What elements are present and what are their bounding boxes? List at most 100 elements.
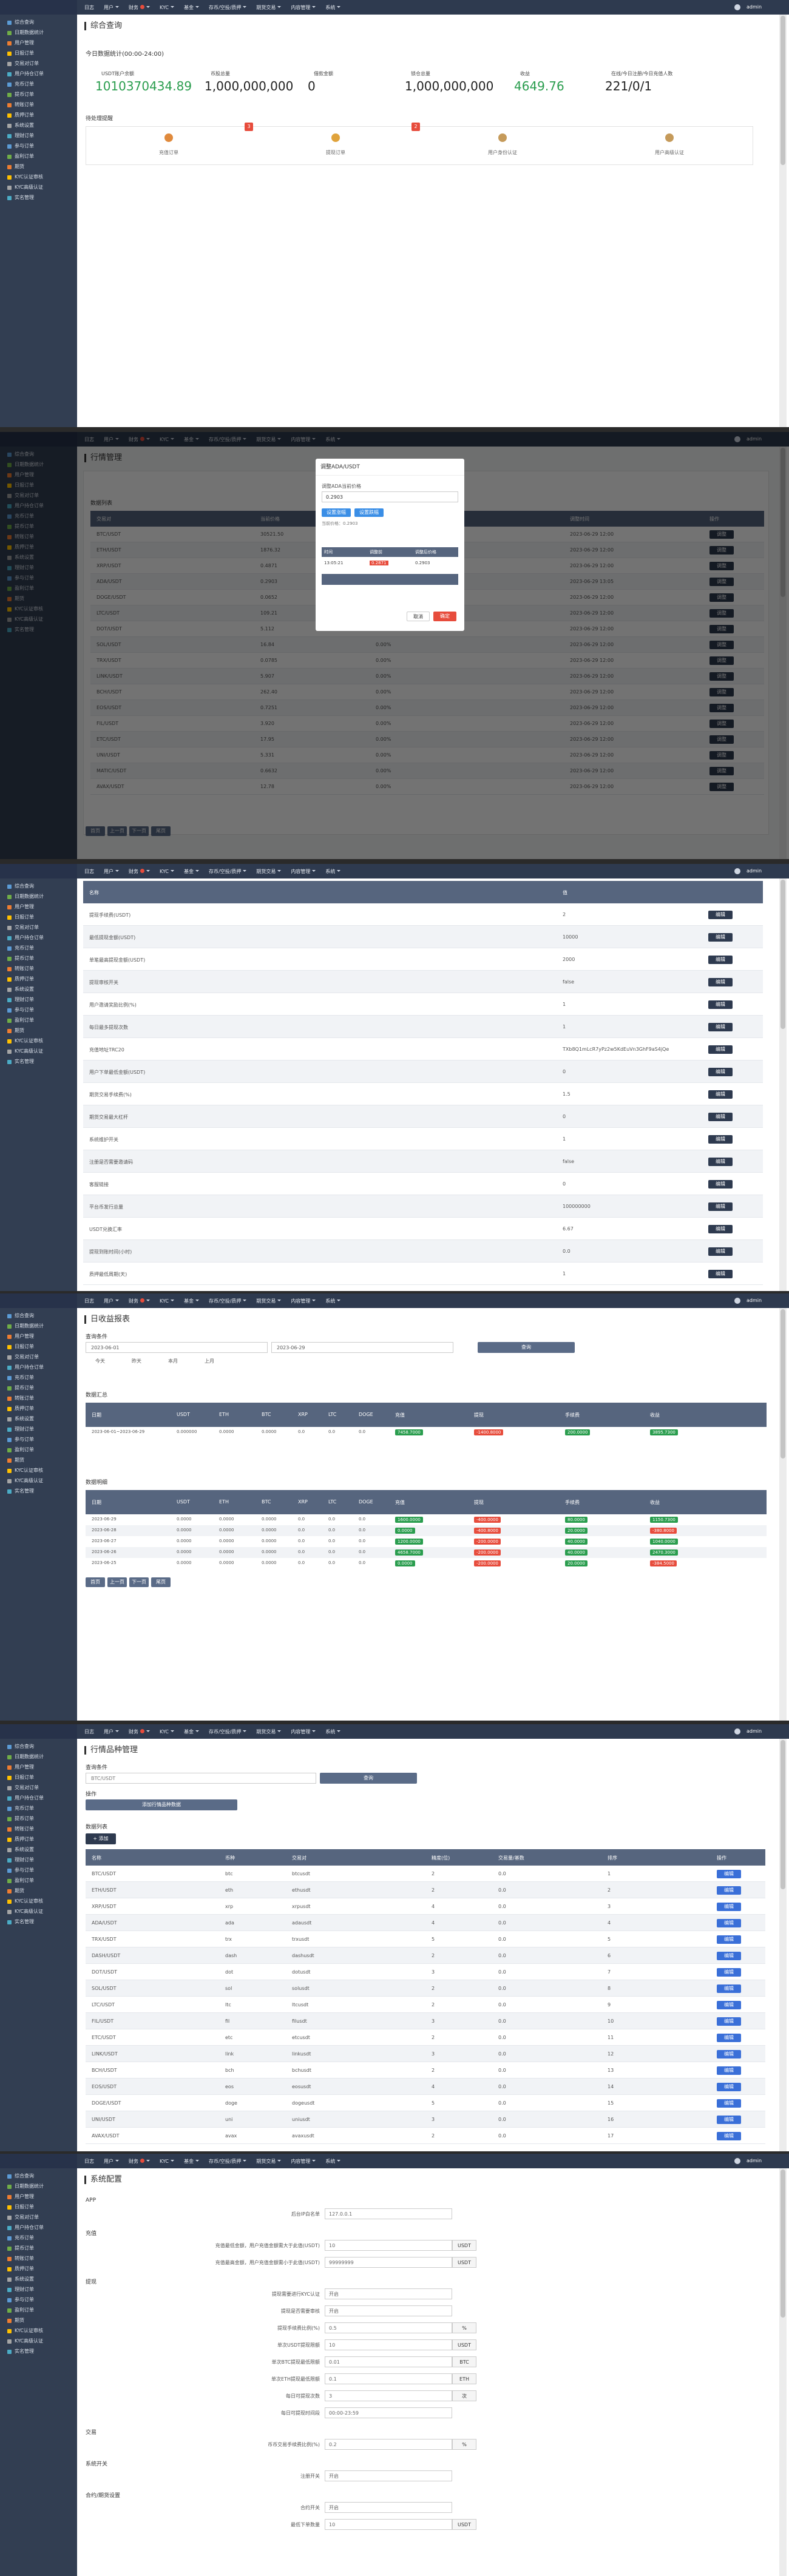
nav-item[interactable]: 基金 xyxy=(184,2158,199,2165)
row-button[interactable]: 编辑 xyxy=(717,2000,741,2009)
nav-item[interactable]: 系统 xyxy=(325,868,340,875)
row-button[interactable]: 编辑 xyxy=(708,1247,733,1256)
row-button[interactable]: 编辑 xyxy=(708,1202,733,1211)
date-input[interactable]: 2023-06-01 xyxy=(86,1342,268,1353)
field-input[interactable]: 开启 xyxy=(325,2502,452,2513)
menu-item[interactable]: 交易对订单 xyxy=(15,925,39,930)
nav-item[interactable]: 系统 xyxy=(325,4,340,11)
menu-item[interactable]: 实名管理 xyxy=(15,195,34,200)
add-button[interactable]: + 添加 xyxy=(86,1833,116,1844)
field-input[interactable]: 3 xyxy=(325,2390,452,2401)
menu-item[interactable]: 理财订单 xyxy=(15,1426,34,1432)
field-input[interactable]: 0.5 xyxy=(325,2322,452,2333)
menu-item[interactable]: 理财订单 xyxy=(15,133,34,138)
nav-item[interactable]: 存币/空投/质押 xyxy=(209,2158,246,2165)
field-input[interactable]: 99999999 xyxy=(325,2257,452,2268)
row-button[interactable]: 编辑 xyxy=(708,1179,733,1189)
nav-item[interactable]: 财务 xyxy=(129,1298,150,1304)
row-button[interactable]: 编辑 xyxy=(717,2017,741,2026)
menu-item[interactable]: 质押订单 xyxy=(15,976,34,982)
field-input[interactable]: 0.2 xyxy=(325,2439,452,2450)
menu-item[interactable]: 质押订单 xyxy=(15,2266,34,2271)
add-big-button[interactable]: 添加行情品种数据 xyxy=(86,1799,237,1810)
nav-item[interactable]: 存币/空投/质押 xyxy=(209,4,246,11)
menu-item[interactable]: 盈利订单 xyxy=(15,153,34,159)
nav-item[interactable]: 基金 xyxy=(184,4,199,11)
menu-item[interactable]: 转账订单 xyxy=(15,102,34,107)
nav-item[interactable]: 日志 xyxy=(84,868,94,874)
nav-item[interactable]: 期货交易 xyxy=(256,1728,281,1735)
menu-item[interactable]: 期货 xyxy=(15,164,24,169)
quick-filter[interactable]: 本月 xyxy=(168,1358,178,1364)
row-button[interactable]: 编辑 xyxy=(708,1224,733,1233)
nav-item[interactable]: 内容管理 xyxy=(291,2158,316,2165)
menu-item[interactable]: 参与订单 xyxy=(15,1867,34,1873)
menu-item[interactable]: 用户持仓订单 xyxy=(15,1795,44,1801)
menu-item[interactable]: 提币订单 xyxy=(15,1816,34,1821)
row-button[interactable]: 编辑 xyxy=(708,1157,733,1166)
nav-item[interactable]: 财务 xyxy=(129,1728,150,1735)
field-input[interactable]: 127.0.0.1 xyxy=(325,2208,452,2219)
row-button[interactable]: 编辑 xyxy=(717,2049,741,2058)
field-input[interactable]: 10 xyxy=(325,2240,452,2251)
row-button[interactable]: 编辑 xyxy=(708,1112,733,1121)
menu-item[interactable]: 盈利订单 xyxy=(15,1447,34,1452)
field-input[interactable]: 0.1 xyxy=(325,2373,452,2384)
user-name[interactable]: admin xyxy=(747,1728,762,1734)
nav-item[interactable]: 内容管理 xyxy=(291,4,316,11)
user-name[interactable]: admin xyxy=(747,1298,762,1303)
row-button[interactable]: 编辑 xyxy=(717,2082,741,2091)
menu-item[interactable]: 日报订单 xyxy=(15,2204,34,2210)
nav-item[interactable]: 财务 xyxy=(129,868,150,875)
nav-item[interactable]: 内容管理 xyxy=(291,1728,316,1735)
nav-item[interactable]: 基金 xyxy=(184,1728,199,1735)
nav-item[interactable]: 基金 xyxy=(184,868,199,875)
menu-item[interactable]: KYC高级认证 xyxy=(15,1909,43,1914)
nav-item[interactable]: 财务 xyxy=(129,2158,150,2165)
menu-item[interactable]: 用户管理 xyxy=(15,1334,34,1339)
field-input[interactable]: 00:00-23:59 xyxy=(325,2407,452,2418)
nav-item[interactable]: 系统 xyxy=(325,1298,340,1304)
row-button[interactable]: 编辑 xyxy=(708,1090,733,1099)
nav-item[interactable]: 财务 xyxy=(129,4,150,11)
nav-item[interactable]: KYC xyxy=(160,1729,174,1735)
user-name[interactable]: admin xyxy=(747,4,762,10)
menu-item[interactable]: 交易对订单 xyxy=(15,61,39,66)
row-button[interactable]: 编辑 xyxy=(717,1967,741,1977)
menu-item[interactable]: 充币订单 xyxy=(15,2235,34,2241)
menu-item[interactable]: 盈利订单 xyxy=(15,1017,34,1023)
nav-item[interactable]: 日志 xyxy=(84,1728,94,1735)
menu-item[interactable]: 日期数据统计 xyxy=(15,1323,44,1329)
field-input[interactable]: 开启 xyxy=(325,2288,452,2299)
row-button[interactable]: 编辑 xyxy=(708,1000,733,1009)
row-button[interactable]: 编辑 xyxy=(717,1902,741,1911)
menu-item[interactable]: 日报订单 xyxy=(15,50,34,56)
quick-filter[interactable]: 昨天 xyxy=(132,1358,141,1364)
menu-item[interactable]: 用户管理 xyxy=(15,904,34,909)
menu-item[interactable]: 日期数据统计 xyxy=(15,894,44,899)
menu-item[interactable]: 用户持仓订单 xyxy=(15,935,44,940)
menu-item[interactable]: 充币订单 xyxy=(15,81,34,87)
field-input[interactable]: 开启 xyxy=(325,2305,452,2316)
menu-item[interactable]: KYC认证审核 xyxy=(15,1898,43,1904)
menu-item[interactable]: 参与订单 xyxy=(15,1437,34,1442)
nav-item[interactable]: KYC xyxy=(160,2159,174,2164)
row-button[interactable]: 编辑 xyxy=(708,1269,733,1278)
menu-item[interactable]: 充币订单 xyxy=(15,1806,34,1811)
nav-item[interactable]: 内容管理 xyxy=(291,868,316,875)
nav-item[interactable]: 期货交易 xyxy=(256,868,281,875)
menu-item[interactable]: 用户管理 xyxy=(15,1764,34,1770)
menu-item[interactable]: 质押订单 xyxy=(15,112,34,118)
menu-item[interactable]: KYC高级认证 xyxy=(15,2338,43,2344)
menu-item[interactable]: 综合查询 xyxy=(15,883,34,889)
pager-button[interactable]: 下一页 xyxy=(129,1577,149,1587)
menu-item[interactable]: 日期数据统计 xyxy=(15,2183,44,2189)
menu-item[interactable]: 用户持仓订单 xyxy=(15,1364,44,1370)
quick-filter[interactable]: 上月 xyxy=(205,1358,214,1364)
menu-item[interactable]: 提币订单 xyxy=(15,2245,34,2251)
row-button[interactable]: 编辑 xyxy=(717,2131,741,2140)
input[interactable]: 0.2903 xyxy=(322,491,458,502)
up-button[interactable]: 设置涨幅 xyxy=(322,508,351,517)
search-button[interactable]: 查询 xyxy=(320,1773,417,1784)
nav-item[interactable]: 用户 xyxy=(104,1728,119,1735)
